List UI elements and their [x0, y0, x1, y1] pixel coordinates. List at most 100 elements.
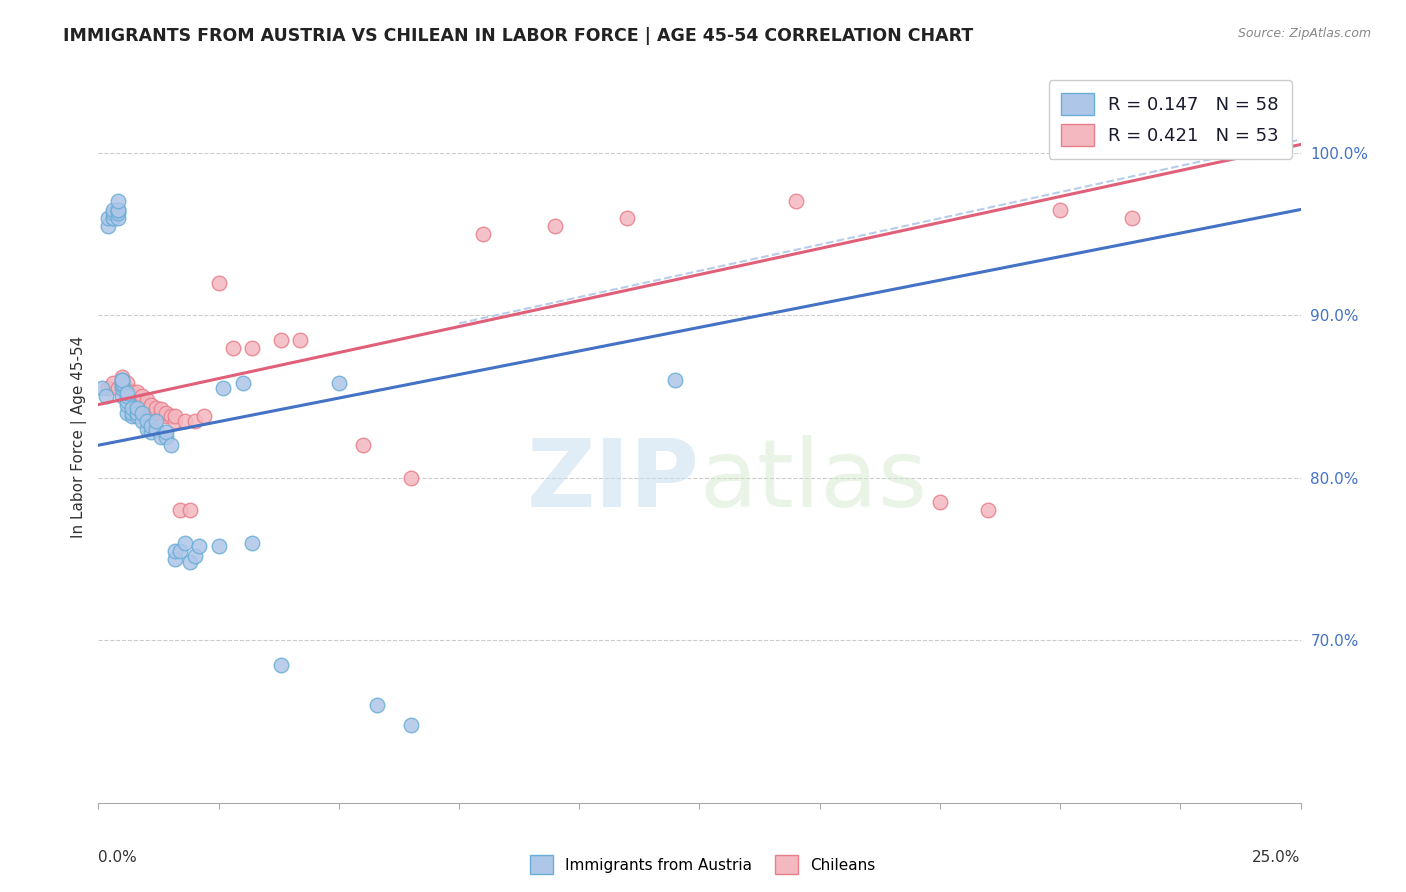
Point: [125, 401, 148, 415]
Point: [472, 227, 495, 241]
Point: [117, 406, 139, 420]
Point: [145, 406, 167, 420]
Point: [240, 535, 263, 549]
Point: [91, 381, 114, 395]
Point: [101, 376, 124, 391]
Point: [785, 194, 807, 209]
Point: [149, 406, 172, 420]
Point: [125, 406, 148, 420]
Point: [117, 389, 139, 403]
Point: [179, 555, 201, 569]
Point: [121, 409, 143, 423]
Point: [101, 206, 124, 220]
Point: [290, 333, 312, 347]
Point: [111, 389, 134, 403]
Point: [107, 381, 129, 395]
Point: [165, 409, 187, 423]
Text: 25.0%: 25.0%: [1253, 850, 1301, 865]
Point: [125, 409, 148, 423]
Point: [131, 392, 153, 407]
Point: [366, 698, 388, 713]
Point: [135, 401, 157, 415]
Point: [111, 373, 134, 387]
Point: [135, 398, 157, 412]
Point: [145, 414, 167, 428]
Point: [1241, 137, 1264, 152]
Point: [328, 376, 350, 391]
Point: [125, 389, 148, 403]
Point: [193, 409, 215, 423]
Point: [179, 503, 201, 517]
Point: [208, 539, 231, 553]
Point: [107, 211, 129, 225]
Point: [159, 438, 181, 452]
Point: [145, 401, 167, 415]
Point: [111, 376, 134, 391]
Point: [131, 414, 153, 428]
Point: [111, 381, 134, 395]
Point: [117, 398, 139, 412]
Point: [270, 657, 292, 672]
Point: [131, 389, 153, 403]
Point: [165, 552, 187, 566]
Point: [1049, 202, 1071, 217]
Point: [141, 401, 163, 415]
Point: [183, 549, 205, 563]
Point: [169, 503, 191, 517]
Point: [1121, 211, 1143, 225]
Point: [399, 718, 422, 732]
Text: ZIP: ZIP: [527, 435, 699, 527]
Point: [97, 211, 120, 225]
Point: [544, 219, 567, 233]
Point: [145, 422, 167, 436]
Point: [125, 384, 148, 399]
Point: [399, 471, 422, 485]
Point: [135, 422, 157, 436]
Point: [121, 401, 143, 415]
Point: [125, 392, 148, 407]
Text: Source: ZipAtlas.com: Source: ZipAtlas.com: [1237, 27, 1371, 40]
Point: [155, 409, 177, 423]
Point: [664, 373, 686, 387]
Point: [117, 376, 139, 391]
Point: [107, 206, 129, 220]
Point: [135, 414, 157, 428]
Point: [174, 535, 197, 549]
Point: [141, 425, 163, 440]
Point: [131, 406, 153, 420]
Point: [111, 370, 134, 384]
Point: [141, 398, 163, 412]
Point: [107, 194, 129, 209]
Y-axis label: In Labor Force | Age 45-54: In Labor Force | Age 45-54: [72, 336, 87, 538]
Point: [169, 544, 191, 558]
Point: [183, 414, 205, 428]
Legend: R = 0.147   N = 58, R = 0.421   N = 53: R = 0.147 N = 58, R = 0.421 N = 53: [1049, 80, 1292, 159]
Point: [121, 392, 143, 407]
Point: [101, 202, 124, 217]
Point: [208, 276, 231, 290]
Point: [117, 381, 139, 395]
Point: [101, 211, 124, 225]
Point: [155, 425, 177, 440]
Point: [977, 503, 1000, 517]
Point: [117, 386, 139, 401]
Point: [165, 414, 187, 428]
Point: [616, 211, 638, 225]
Point: [159, 409, 181, 423]
Point: [155, 430, 177, 444]
Point: [111, 376, 134, 391]
Point: [165, 544, 187, 558]
Point: [107, 202, 129, 217]
Point: [352, 438, 374, 452]
Point: [117, 394, 139, 409]
Point: [155, 406, 177, 420]
Text: 0.0%: 0.0%: [98, 850, 138, 865]
Point: [121, 406, 143, 420]
Point: [149, 402, 172, 417]
Point: [111, 378, 134, 392]
Point: [141, 418, 163, 433]
Point: [232, 376, 254, 391]
Point: [121, 384, 143, 399]
Point: [121, 389, 143, 403]
Point: [928, 495, 950, 509]
